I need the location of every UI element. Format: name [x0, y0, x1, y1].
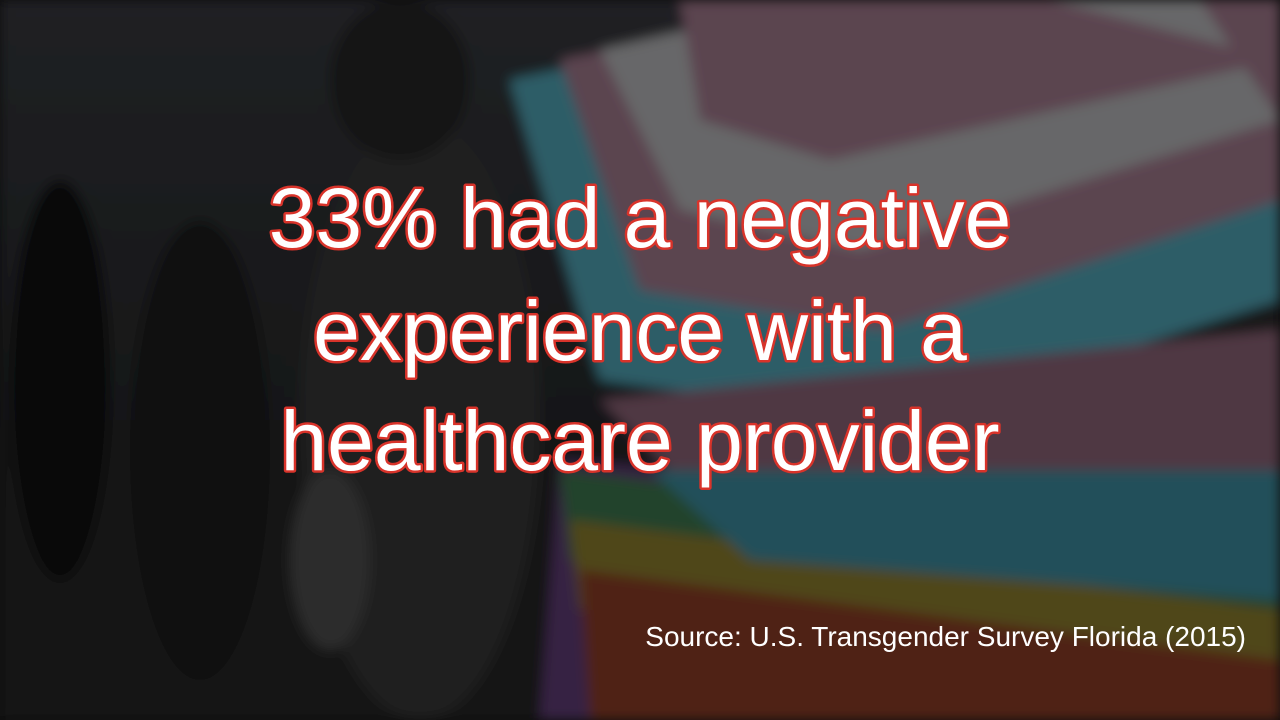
- source-caption: Source: U.S. Transgender Survey Florida …: [645, 621, 1246, 652]
- headline-line: healthcare provider: [280, 394, 999, 488]
- headline-line: 33% had a negative: [269, 171, 1012, 265]
- headline-line: experience with a: [313, 284, 967, 378]
